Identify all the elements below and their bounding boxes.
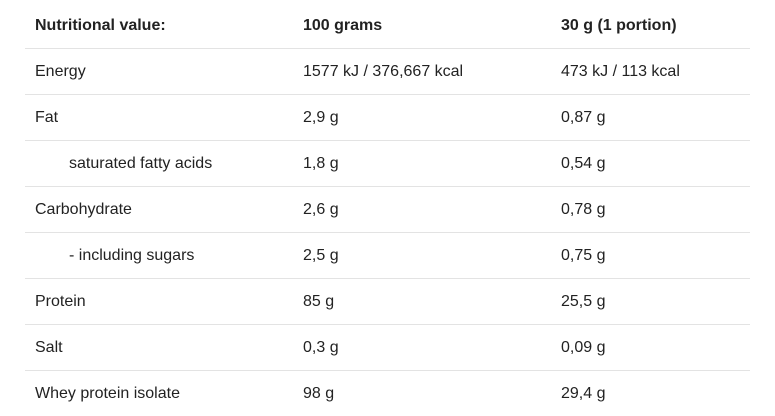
table-row-fat: Fat 2,9 g 0,87 g xyxy=(25,95,750,141)
table-row-salt: Salt 0,3 g 0,09 g xyxy=(25,325,750,371)
row-label: Energy xyxy=(25,49,293,95)
row-value-100g: 2,5 g xyxy=(293,233,551,279)
row-value-100g: 98 g xyxy=(293,371,551,416)
row-value-portion: 25,5 g xyxy=(551,279,750,325)
row-value-100g: 1577 kJ / 376,667 kcal xyxy=(293,49,551,95)
row-value-portion: 0,87 g xyxy=(551,95,750,141)
table-body: Energy 1577 kJ / 376,667 kcal 473 kJ / 1… xyxy=(25,49,750,416)
row-label: Protein xyxy=(25,279,293,325)
row-value-100g: 2,9 g xyxy=(293,95,551,141)
row-value-100g: 0,3 g xyxy=(293,325,551,371)
header-portion: 30 g (1 portion) xyxy=(551,3,750,49)
header-nutritional-value: Nutritional value: xyxy=(25,3,293,49)
row-value-portion: 0,75 g xyxy=(551,233,750,279)
header-row: Nutritional value: 100 grams 30 g (1 por… xyxy=(25,3,750,49)
header-100-grams: 100 grams xyxy=(293,3,551,49)
row-value-portion: 0,78 g xyxy=(551,187,750,233)
row-value-100g: 85 g xyxy=(293,279,551,325)
table-row-saturated-fatty-acids: saturated fatty acids 1,8 g 0,54 g xyxy=(25,141,750,187)
table-header: Nutritional value: 100 grams 30 g (1 por… xyxy=(25,3,750,49)
row-label: saturated fatty acids xyxy=(25,141,293,187)
row-label: Carbohydrate xyxy=(25,187,293,233)
table-row-carbohydrate: Carbohydrate 2,6 g 0,78 g xyxy=(25,187,750,233)
row-label: Whey protein isolate xyxy=(25,371,293,416)
table-row-protein: Protein 85 g 25,5 g xyxy=(25,279,750,325)
nutrition-table: Nutritional value: 100 grams 30 g (1 por… xyxy=(25,3,750,416)
row-label: - including sugars xyxy=(25,233,293,279)
row-value-portion: 473 kJ / 113 kcal xyxy=(551,49,750,95)
table-row-energy: Energy 1577 kJ / 376,667 kcal 473 kJ / 1… xyxy=(25,49,750,95)
row-value-portion: 0,54 g xyxy=(551,141,750,187)
table-row-whey-protein-isolate: Whey protein isolate 98 g 29,4 g xyxy=(25,371,750,416)
table-row-sugars: - including sugars 2,5 g 0,75 g xyxy=(25,233,750,279)
row-value-100g: 2,6 g xyxy=(293,187,551,233)
row-label: Salt xyxy=(25,325,293,371)
row-value-portion: 0,09 g xyxy=(551,325,750,371)
row-value-portion: 29,4 g xyxy=(551,371,750,416)
row-label: Fat xyxy=(25,95,293,141)
row-value-100g: 1,8 g xyxy=(293,141,551,187)
